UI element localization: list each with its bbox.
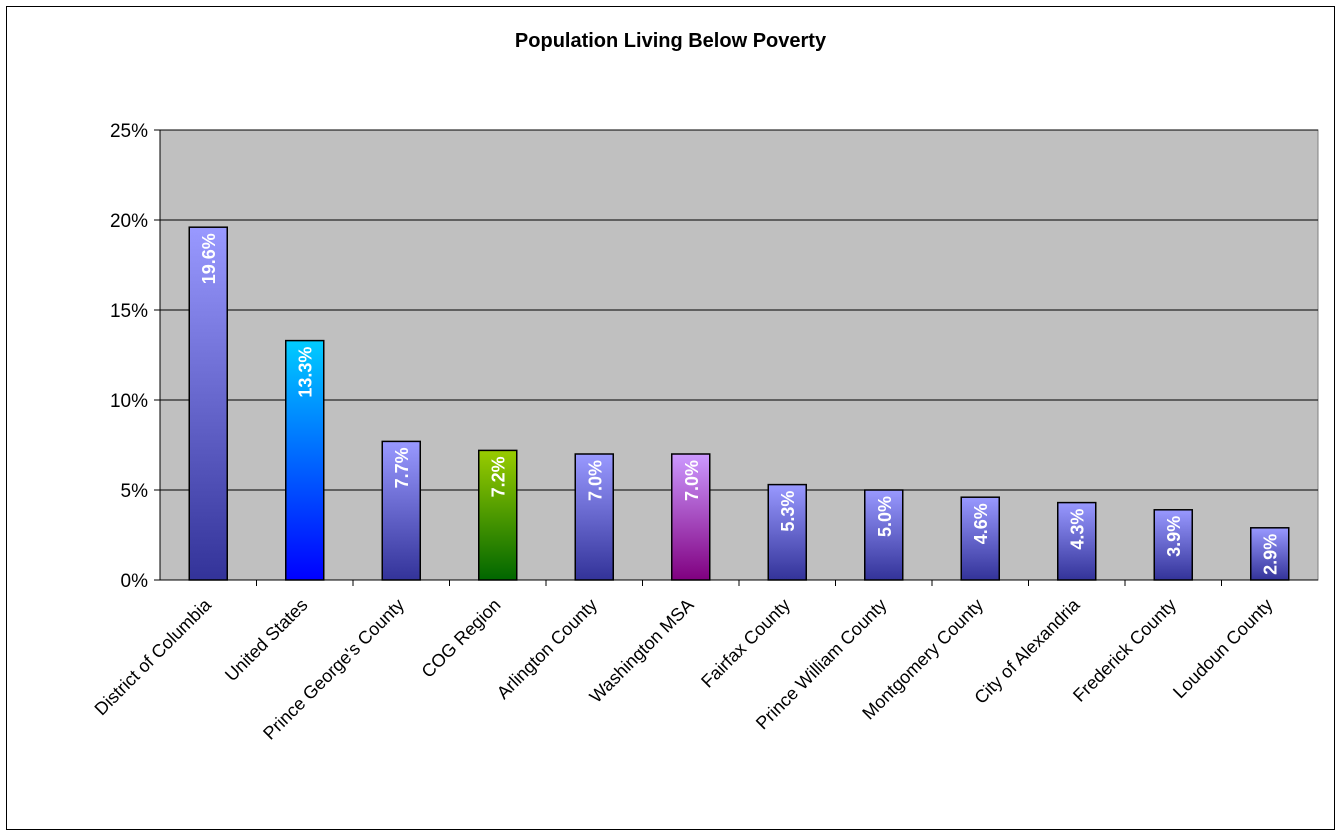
x-tick-label: Washington MSA	[586, 595, 698, 707]
x-tick-label: Frederick County	[1069, 595, 1180, 706]
x-tick-label: District of Columbia	[91, 594, 216, 719]
y-tick-label: 5%	[121, 481, 149, 502]
x-tick-label: Arlington County	[493, 595, 601, 703]
x-tick-label: United States	[221, 595, 312, 686]
x-tick-label: Fairfax County	[697, 595, 794, 692]
bar	[478, 449, 518, 581]
y-tick-label: 20%	[110, 211, 148, 232]
x-tick-label: Loudoun County	[1169, 595, 1277, 703]
bar	[1250, 527, 1290, 581]
y-tick-label: 0%	[121, 571, 149, 592]
data-label: 4.3%	[1068, 509, 1088, 550]
bar	[671, 453, 711, 581]
data-label: 5.0%	[875, 496, 895, 537]
data-label: 5.3%	[778, 491, 798, 532]
bar	[1057, 501, 1097, 581]
bar	[188, 226, 228, 581]
data-label: 7.0%	[682, 460, 702, 501]
bar	[864, 489, 904, 581]
data-label: 7.0%	[585, 460, 605, 501]
data-label: 13.3%	[296, 347, 316, 398]
plot-background	[159, 129, 1319, 581]
chart-title: Population Living Below Poverty	[514, 30, 827, 52]
y-tick-label: 15%	[110, 301, 148, 322]
bar	[1153, 509, 1193, 581]
data-label: 7.7%	[392, 447, 412, 488]
data-label: 7.2%	[489, 456, 509, 497]
data-label: 2.9%	[1261, 534, 1281, 575]
data-label: 19.6%	[199, 233, 219, 284]
y-tick-label: 10%	[110, 391, 148, 412]
bar	[285, 339, 325, 581]
bar	[381, 440, 421, 581]
bar	[574, 453, 614, 581]
y-tick-label: 25%	[110, 121, 148, 142]
data-label: 4.6%	[971, 503, 991, 544]
data-label: 3.9%	[1164, 516, 1184, 557]
x-tick-label: City of Alexandria	[970, 594, 1084, 708]
x-tick-label: COG Region	[418, 595, 505, 682]
bar	[960, 496, 1000, 581]
bar	[767, 483, 807, 581]
